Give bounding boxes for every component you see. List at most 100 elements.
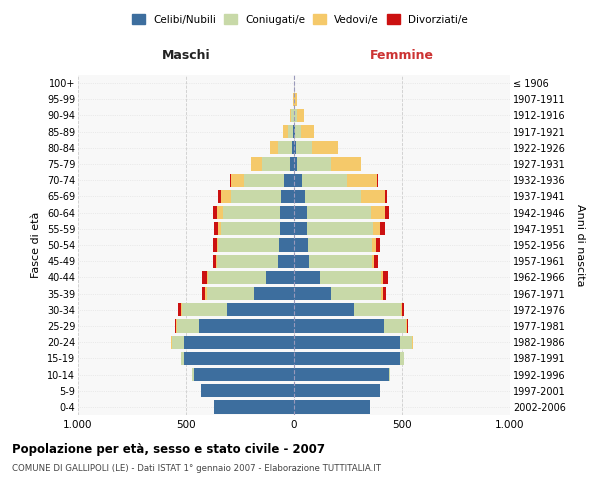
Bar <box>412 336 413 349</box>
Bar <box>280 206 294 220</box>
Bar <box>382 287 383 300</box>
Bar <box>400 352 404 365</box>
Text: COMUNE DI GALLIPOLI (LE) - Dati ISTAT 1° gennaio 2007 - Elaborazione TUTTITALIA.: COMUNE DI GALLIPOLI (LE) - Dati ISTAT 1°… <box>12 464 381 473</box>
Bar <box>172 336 184 349</box>
Bar <box>214 206 217 220</box>
Bar <box>294 303 355 316</box>
Bar <box>184 352 294 365</box>
Bar <box>290 158 294 170</box>
Bar <box>262 158 290 170</box>
Bar <box>218 190 221 203</box>
Bar <box>301 125 314 138</box>
Bar <box>331 287 382 300</box>
Bar <box>380 222 385 235</box>
Bar <box>372 238 376 252</box>
Bar <box>178 303 181 316</box>
Bar <box>372 254 374 268</box>
Text: Maschi: Maschi <box>161 49 211 62</box>
Bar <box>213 238 217 252</box>
Bar <box>295 109 297 122</box>
Bar <box>320 270 382 284</box>
Bar <box>295 125 301 138</box>
Bar <box>221 190 232 203</box>
Bar <box>218 238 279 252</box>
Bar <box>199 320 294 332</box>
Bar <box>385 206 389 220</box>
Bar <box>176 320 178 332</box>
Bar <box>373 222 380 235</box>
Bar <box>202 270 206 284</box>
Bar <box>347 174 377 187</box>
Bar <box>181 352 184 365</box>
Bar <box>292 141 294 154</box>
Bar <box>293 125 294 138</box>
Bar <box>294 158 297 170</box>
Bar <box>217 238 218 252</box>
Bar <box>294 400 370 413</box>
Bar <box>296 141 312 154</box>
Y-axis label: Fasce di età: Fasce di età <box>31 212 41 278</box>
Bar <box>312 141 338 154</box>
Bar <box>294 190 305 203</box>
Bar <box>294 352 400 365</box>
Bar <box>402 303 404 316</box>
Bar <box>382 270 383 284</box>
Bar <box>214 400 294 413</box>
Bar <box>278 254 294 268</box>
Bar <box>227 303 294 316</box>
Bar <box>292 109 293 122</box>
Bar <box>294 125 295 138</box>
Bar <box>202 287 205 300</box>
Bar <box>217 206 223 220</box>
Bar <box>307 206 371 220</box>
Bar <box>269 141 278 154</box>
Bar <box>297 109 304 122</box>
Bar <box>294 384 380 398</box>
Bar <box>284 174 294 187</box>
Bar <box>244 174 284 187</box>
Bar <box>383 320 406 332</box>
Bar <box>208 270 266 284</box>
Bar <box>206 270 208 284</box>
Bar <box>307 222 373 235</box>
Bar <box>376 238 380 252</box>
Bar <box>295 92 296 106</box>
Bar <box>266 270 294 284</box>
Bar <box>280 222 294 235</box>
Bar <box>401 303 402 316</box>
Bar <box>205 287 206 300</box>
Bar <box>383 287 386 300</box>
Bar <box>294 270 320 284</box>
Bar <box>294 320 383 332</box>
Bar <box>175 320 176 332</box>
Bar <box>406 320 407 332</box>
Bar <box>194 368 294 381</box>
Bar <box>278 141 292 154</box>
Bar <box>389 368 390 381</box>
Bar <box>294 368 389 381</box>
Bar <box>331 158 361 170</box>
Y-axis label: Anni di nascita: Anni di nascita <box>575 204 585 286</box>
Bar <box>184 336 294 349</box>
Text: Femmine: Femmine <box>370 49 434 62</box>
Text: Popolazione per età, sesso e stato civile - 2007: Popolazione per età, sesso e stato civil… <box>12 442 325 456</box>
Bar <box>288 125 293 138</box>
Bar <box>281 190 294 203</box>
Bar <box>214 222 218 235</box>
Bar <box>216 254 217 268</box>
Bar <box>294 206 307 220</box>
Bar <box>178 320 199 332</box>
Bar <box>361 190 385 203</box>
Bar <box>374 254 377 268</box>
Bar <box>385 190 387 203</box>
Bar <box>232 190 281 203</box>
Bar <box>305 190 361 203</box>
Bar <box>297 158 331 170</box>
Bar <box>182 303 227 316</box>
Bar <box>294 336 400 349</box>
Bar <box>206 287 254 300</box>
Bar <box>290 109 292 122</box>
Bar <box>309 254 372 268</box>
Bar <box>294 238 308 252</box>
Bar <box>400 336 412 349</box>
